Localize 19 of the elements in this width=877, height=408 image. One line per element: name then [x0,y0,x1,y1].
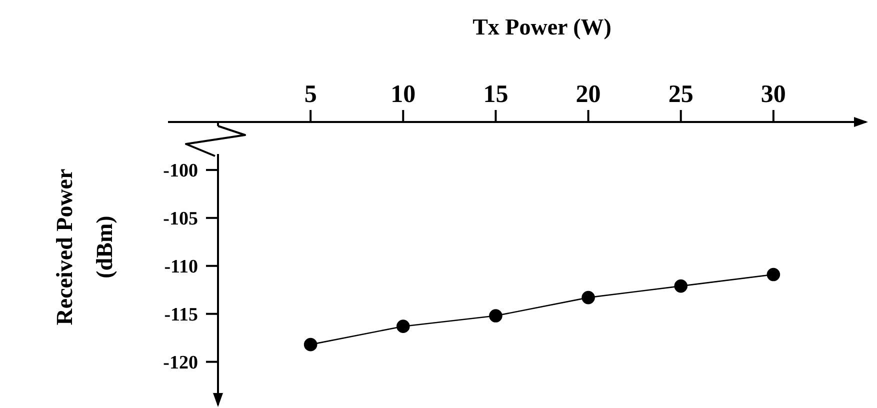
x-tick-label: 30 [760,81,786,108]
point [766,268,780,282]
y-tick-label: -105 [163,208,198,230]
x-tick-label: 5 [304,81,317,108]
point [582,290,595,304]
x-tick-label: 10 [390,81,416,108]
x-tick-label: 20 [576,81,601,108]
point [674,279,688,293]
y-tick-label: -120 [163,352,198,374]
x-axis-title: Tx Power (W) [472,14,612,40]
point [304,338,318,352]
x-tick-label: 15 [483,81,508,108]
point [396,320,410,333]
y-tick-label: -115 [164,304,198,326]
y-axis-title: Received Power (dBm) [52,168,117,326]
x-tick-label: 25 [668,81,694,108]
y-tick-label: -100 [163,160,198,182]
y-tick-label: -110 [164,256,198,278]
point [489,309,502,322]
